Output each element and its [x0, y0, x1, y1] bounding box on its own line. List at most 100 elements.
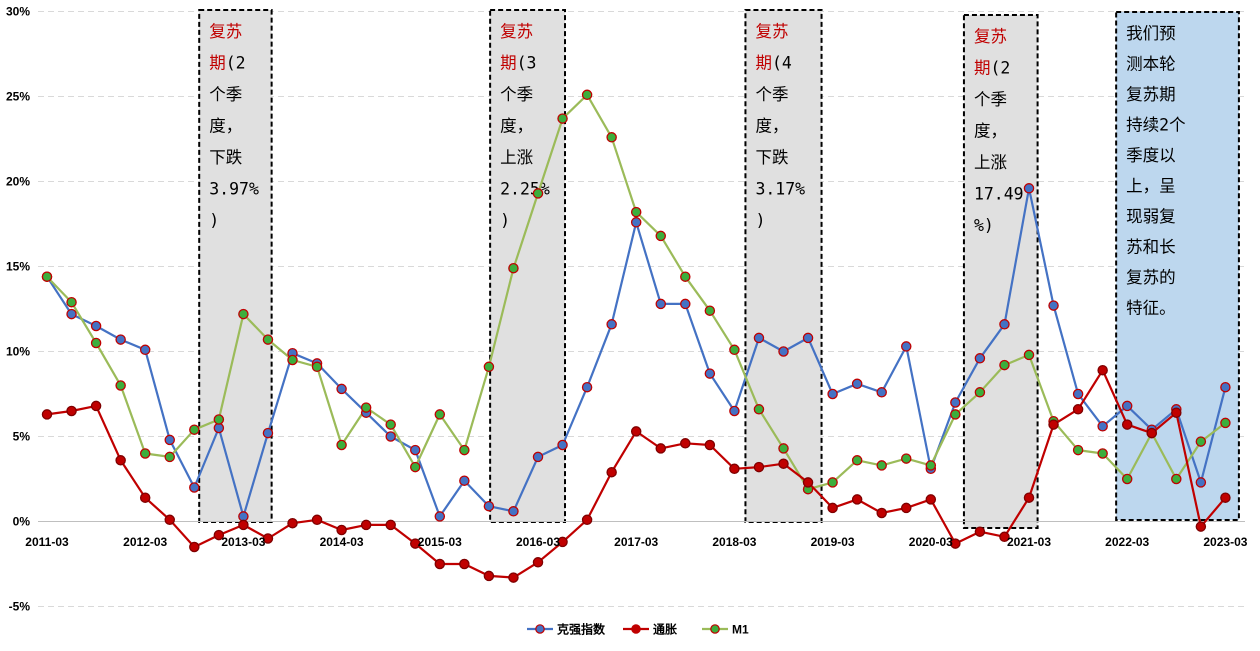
annotation-text: 个季	[209, 85, 242, 104]
data-point	[213, 422, 225, 434]
data-point	[311, 361, 323, 373]
data-point	[974, 387, 986, 398]
data-point	[753, 332, 765, 344]
data-point	[876, 507, 887, 519]
data-point	[1072, 404, 1084, 415]
x-tick-label: 2014-03	[320, 535, 364, 549]
data-point	[409, 538, 421, 549]
data-point	[139, 344, 151, 356]
data-point	[409, 461, 421, 473]
x-tick-label: 2020-03	[909, 535, 953, 549]
annotation-text: 个季	[974, 90, 1007, 109]
annotation-text: 17.49	[974, 185, 1024, 204]
annotation-text: 季度以	[1126, 146, 1176, 165]
y-tick-label: 0%	[13, 515, 31, 529]
data-point	[238, 519, 249, 531]
annotation-boxes: 复苏期(2个季度，下跌3.97%)复苏期(3个季度，上涨2.25%)复苏期(4个…	[198, 9, 1240, 529]
data-point	[213, 414, 225, 425]
data-point	[950, 538, 961, 549]
data-point	[1195, 521, 1207, 532]
annotation-text: 个季	[755, 85, 788, 104]
data-point	[1195, 477, 1207, 488]
data-point	[238, 511, 249, 522]
data-point	[729, 405, 740, 417]
data-point	[876, 460, 887, 471]
data-point	[483, 361, 495, 373]
data-point	[189, 424, 200, 435]
annotation-text: 复苏期	[1126, 85, 1176, 104]
data-point	[581, 89, 593, 101]
annotation-text: 上涨	[974, 153, 1007, 172]
data-point	[827, 502, 838, 514]
data-point	[1220, 492, 1231, 503]
annotation-text: 下跌	[209, 148, 242, 167]
y-tick-label: 20%	[6, 175, 30, 189]
data-point	[1195, 436, 1207, 447]
annotation-text: 上，呈	[1126, 177, 1176, 196]
data-point	[1097, 448, 1108, 459]
annotation-text: 度，	[500, 117, 533, 136]
annotation-text: 我们预	[1126, 24, 1176, 43]
data-point	[630, 217, 642, 228]
x-tick-label: 2023-03	[1203, 535, 1247, 549]
data-point	[606, 466, 617, 478]
legend-marker	[710, 624, 720, 634]
data-point	[581, 514, 593, 526]
x-axis-ticks: 2011-03 2012-03 2013-03 2014-03 2015-03 2016-…	[25, 535, 1247, 549]
data-point	[974, 353, 986, 364]
data-point	[483, 570, 495, 582]
data-point	[532, 557, 544, 568]
data-point	[434, 511, 446, 522]
y-tick-label: 25%	[6, 90, 30, 104]
data-point	[1171, 407, 1182, 418]
annotation-text: 3.17%	[755, 180, 805, 199]
data-point	[778, 443, 789, 454]
annotation-text: 期(3	[500, 54, 536, 73]
annotation-text: 上涨	[500, 148, 533, 167]
data-point	[1171, 473, 1182, 485]
annotation-text: )	[209, 211, 219, 230]
data-point	[655, 230, 667, 242]
x-tick-label: 2015-03	[418, 535, 462, 549]
data-point	[459, 444, 470, 456]
data-point	[851, 494, 863, 505]
data-point	[360, 402, 372, 413]
data-point	[827, 477, 838, 488]
data-point	[287, 517, 298, 529]
data-point	[66, 296, 77, 308]
data-point	[1220, 417, 1231, 429]
annotation-box	[744, 9, 823, 523]
annotation-text: 测本轮	[1126, 55, 1176, 74]
data-point	[41, 409, 53, 420]
x-tick-label: 2016-03	[516, 535, 560, 549]
data-point	[1072, 388, 1084, 400]
annotation-box	[962, 14, 1039, 529]
annotation-box	[489, 9, 567, 523]
data-point	[1121, 419, 1133, 430]
annotation-text: 现弱复	[1126, 207, 1176, 226]
annotation-text: 度，	[974, 122, 1007, 141]
data-point	[189, 541, 200, 553]
data-point	[802, 332, 814, 344]
data-point	[164, 514, 175, 526]
annotation-text: 下跌	[755, 148, 788, 167]
x-tick-label: 2012-03	[123, 535, 167, 549]
data-point	[385, 519, 396, 531]
data-point	[704, 305, 716, 316]
legend-label: 通胀	[653, 622, 677, 637]
data-point	[1048, 300, 1059, 311]
data-point	[483, 500, 495, 512]
annotation-text: 个季	[500, 85, 533, 104]
data-point	[999, 531, 1010, 543]
data-point	[508, 506, 519, 517]
data-point	[655, 443, 667, 454]
data-point	[66, 308, 77, 320]
data-point	[729, 463, 740, 475]
data-point	[655, 298, 667, 310]
data-point	[164, 451, 175, 463]
legend-label: M1	[732, 623, 749, 637]
data-point	[630, 426, 642, 437]
data-point	[680, 438, 691, 449]
data-point	[557, 536, 568, 548]
